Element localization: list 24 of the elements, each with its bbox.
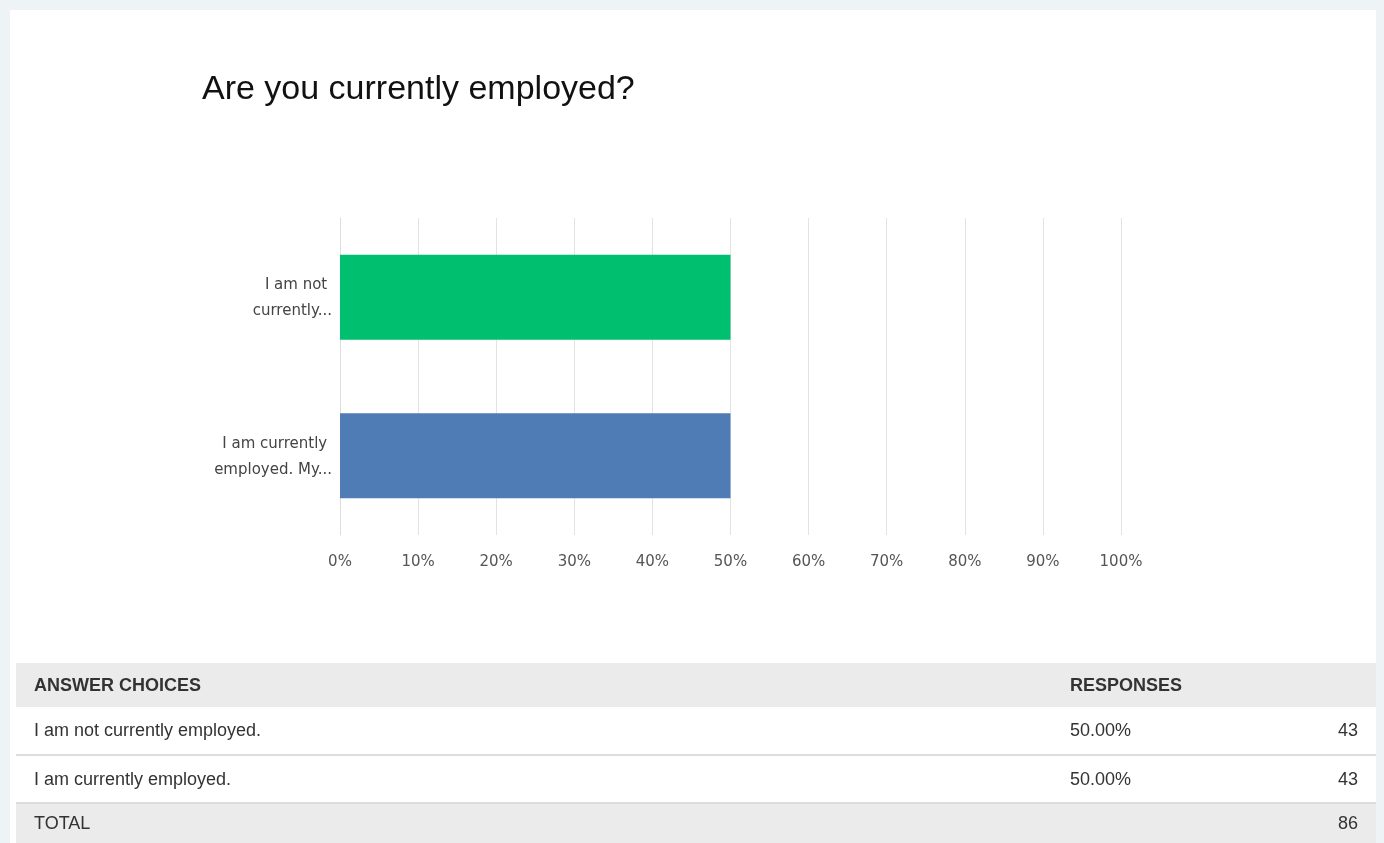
x-tick-label: 40% xyxy=(635,551,670,570)
text: ANSWER CHOICES xyxy=(16,663,1052,707)
text: 50.00% xyxy=(1052,707,1258,755)
text: 50.00% xyxy=(1052,755,1258,803)
text: I am not currently employed. xyxy=(16,707,1052,755)
text: 43 xyxy=(1258,755,1376,803)
x-tick-label: 70% xyxy=(870,551,904,570)
x-tick-label: 0% xyxy=(328,551,352,570)
x-tick-label: 60% xyxy=(791,551,826,570)
text: I am currently employed. xyxy=(16,755,1052,803)
x-tick-label: 90% xyxy=(1026,551,1060,570)
chart-title: Are you currently employed? xyxy=(202,68,635,107)
x-tick-label: 20% xyxy=(479,551,513,570)
text: 43 xyxy=(1258,707,1376,755)
y-tick-label: I am currently employed. My... xyxy=(214,433,332,478)
y-tick-label: I am not currently... xyxy=(252,275,332,320)
x-tick-label: 30% xyxy=(557,551,591,570)
text: 86 xyxy=(1052,803,1376,843)
x-tick-label: 100% xyxy=(1099,551,1143,570)
x-tick-label: 80% xyxy=(948,551,982,570)
text: RESPONSES xyxy=(1052,663,1376,707)
x-tick-label: 50% xyxy=(713,551,748,570)
text: TOTAL xyxy=(16,803,1052,843)
x-tick-label: 10% xyxy=(401,551,435,570)
